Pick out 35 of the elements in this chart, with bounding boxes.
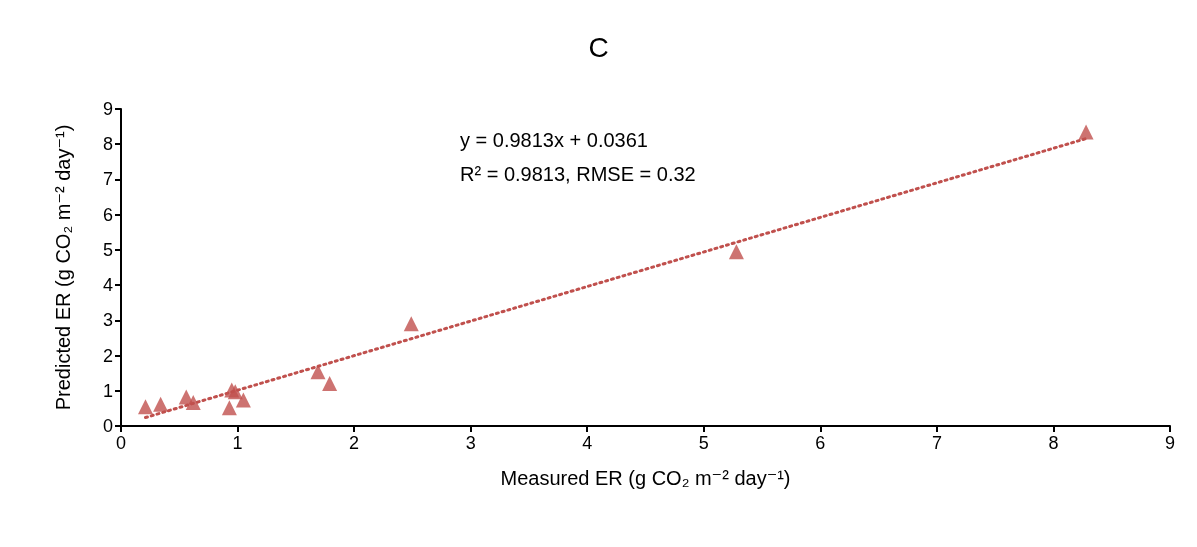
x-tick-label: 2 [349,433,360,453]
x-tick-label: 8 [1048,433,1059,453]
point [322,375,338,391]
y-tick-label: 2 [102,345,113,366]
y-tick-label: 8 [102,134,113,155]
point [310,364,326,380]
y-tick-label: 7 [102,169,113,190]
x-tick-label: 0 [115,433,127,453]
chart-title: C [588,31,609,63]
x-tick-label: 9 [1164,433,1176,453]
point [185,394,201,410]
x-tick-label: 3 [465,433,476,453]
y-tick-label: 9 [102,99,113,119]
annotation: y = 0.9813x + 0.0361 [460,129,648,151]
point [1078,124,1094,140]
point [728,244,744,260]
point [403,316,419,332]
x-tick-label: 1 [232,433,243,453]
y-tick-label: 0 [102,416,113,436]
point [221,400,237,416]
y-tick-label: 1 [102,380,113,401]
x-tick-label: 7 [931,433,942,453]
x-tick-label: 5 [698,433,709,453]
y-tick-label: 6 [102,204,113,225]
y-tick-label: 3 [102,310,113,331]
point [137,399,153,415]
y-tick-label: 4 [102,275,113,296]
x-tick-label: 6 [815,433,826,453]
point [235,392,251,408]
x-tick-label: 4 [582,433,593,453]
point [153,396,169,412]
y-tick-label: 5 [102,239,113,260]
y-axis-title: Predicted ER (g CO₂ m⁻² day⁻¹) [52,124,74,411]
x-axis-title: Measured ER (g CO₂ m⁻² day⁻¹) [500,467,791,489]
annotation: R² = 0.9813, RMSE = 0.32 [460,163,696,185]
